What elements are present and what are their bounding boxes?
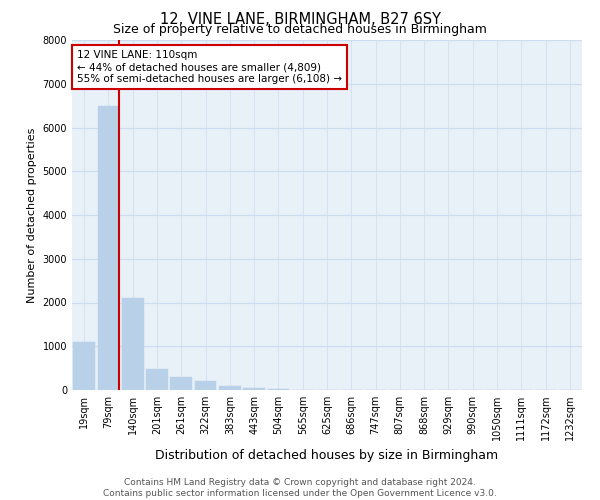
Bar — [97, 106, 119, 390]
Bar — [194, 381, 217, 390]
Bar — [122, 298, 143, 390]
Text: 12 VINE LANE: 110sqm
← 44% of detached houses are smaller (4,809)
55% of semi-de: 12 VINE LANE: 110sqm ← 44% of detached h… — [77, 50, 342, 84]
Bar — [268, 389, 289, 390]
X-axis label: Distribution of detached houses by size in Birmingham: Distribution of detached houses by size … — [155, 448, 499, 462]
Bar — [146, 369, 168, 390]
Bar — [170, 377, 192, 390]
Text: 12, VINE LANE, BIRMINGHAM, B27 6SY: 12, VINE LANE, BIRMINGHAM, B27 6SY — [160, 12, 440, 28]
Y-axis label: Number of detached properties: Number of detached properties — [27, 128, 37, 302]
Bar — [243, 388, 265, 390]
Bar — [219, 386, 241, 390]
Text: Size of property relative to detached houses in Birmingham: Size of property relative to detached ho… — [113, 22, 487, 36]
Text: Contains HM Land Registry data © Crown copyright and database right 2024.
Contai: Contains HM Land Registry data © Crown c… — [103, 478, 497, 498]
Bar — [73, 342, 95, 390]
